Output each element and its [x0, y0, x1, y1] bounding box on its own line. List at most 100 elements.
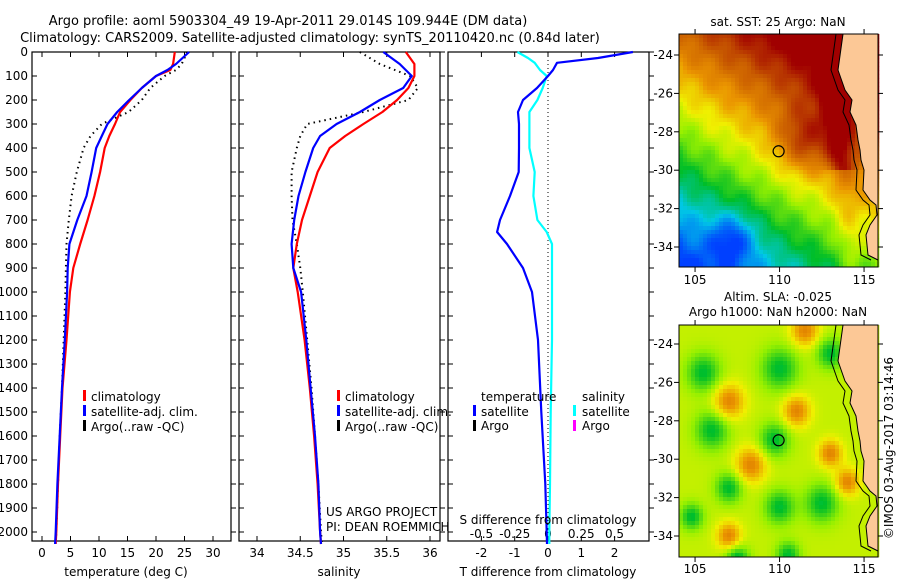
- map-cell: [723, 98, 728, 103]
- map-cell: [727, 50, 732, 55]
- map-cell: [795, 357, 800, 362]
- map-cell: [695, 413, 700, 418]
- x2-tick-label: -0.25: [499, 527, 530, 541]
- map-cell: [871, 262, 876, 267]
- map-cell: [719, 158, 724, 163]
- map-cell: [795, 262, 800, 267]
- map-cell: [723, 461, 728, 466]
- map-cell: [779, 178, 784, 183]
- map-cell: [791, 349, 796, 354]
- map-cell: [739, 158, 744, 163]
- map-cell: [795, 258, 800, 263]
- map-cell: [843, 254, 848, 259]
- map-cell: [759, 222, 764, 227]
- map-cell: [783, 369, 788, 374]
- legend-swatch-climatology: [83, 390, 86, 401]
- map-cell: [755, 218, 760, 223]
- map-cell: [747, 98, 752, 103]
- map-cell: [679, 381, 684, 386]
- map-cell: [731, 222, 736, 227]
- map-cell: [747, 333, 752, 338]
- map-cell: [779, 190, 784, 195]
- map-cell: [727, 361, 732, 366]
- sdiff-xlabel: S difference from climatology: [460, 513, 637, 527]
- map-cell: [751, 333, 756, 338]
- map-cell: [835, 114, 840, 119]
- map-cell: [839, 122, 844, 127]
- map-cell: [687, 389, 692, 394]
- map-cell: [743, 349, 748, 354]
- map-cell: [727, 357, 732, 362]
- map-cell: [847, 102, 852, 107]
- map-cell: [859, 242, 864, 247]
- map-cell: [759, 373, 764, 378]
- map-cell: [695, 66, 700, 71]
- map-cell: [831, 142, 836, 147]
- map-cell: [707, 389, 712, 394]
- map-cell: [723, 457, 728, 462]
- map-cell: [755, 433, 760, 438]
- map-cell: [679, 425, 684, 430]
- map-cell: [763, 230, 768, 235]
- map-cell: [739, 421, 744, 426]
- map-cell: [699, 357, 704, 362]
- map-cell: [763, 218, 768, 223]
- map-cell: [787, 445, 792, 450]
- x-tick-label: 1: [577, 546, 585, 560]
- map-cell: [831, 150, 836, 155]
- map-cell: [803, 134, 808, 139]
- map-cell: [695, 210, 700, 215]
- map-cell: [771, 86, 776, 91]
- map-cell: [687, 210, 692, 215]
- map-cell: [815, 449, 820, 454]
- map-cell: [815, 174, 820, 179]
- map-cell: [703, 449, 708, 454]
- map-cell: [751, 373, 756, 378]
- map-cell: [691, 222, 696, 227]
- map-cell: [715, 114, 720, 119]
- map-cell: [715, 202, 720, 207]
- map-cell: [811, 413, 816, 418]
- map-cell: [855, 453, 860, 458]
- map-cell: [719, 417, 724, 422]
- map-cell: [747, 138, 752, 143]
- map-cell: [699, 457, 704, 462]
- map-cell: [823, 162, 828, 167]
- map-cell: [679, 357, 684, 362]
- map-cell: [835, 333, 840, 338]
- map-cell: [723, 365, 728, 370]
- map-cell: [863, 206, 868, 211]
- map-cell: [771, 210, 776, 215]
- map-cell: [695, 82, 700, 87]
- map-cell: [851, 226, 856, 231]
- map-cell: [871, 206, 876, 211]
- map-cell: [683, 58, 688, 63]
- map-cell: [775, 174, 780, 179]
- map-cell: [691, 42, 696, 47]
- map-cell: [771, 401, 776, 406]
- map-cell: [695, 254, 700, 259]
- map-cell: [683, 345, 688, 350]
- map-cell: [803, 54, 808, 59]
- map-cell: [755, 206, 760, 211]
- map-cell: [719, 118, 724, 123]
- map-cell: [731, 397, 736, 402]
- map-cell: [699, 353, 704, 358]
- map-cell: [779, 262, 784, 267]
- map-cell: [731, 58, 736, 63]
- map-cell: [795, 397, 800, 402]
- map-cell: [803, 441, 808, 446]
- map-cell: [711, 38, 716, 43]
- map-cell: [831, 381, 836, 386]
- map-cell: [711, 461, 716, 466]
- map-cell: [831, 413, 836, 418]
- map-cell: [735, 337, 740, 342]
- map-cell: [715, 230, 720, 235]
- map-cell: [695, 142, 700, 147]
- map-cell: [691, 401, 696, 406]
- map-cell: [795, 254, 800, 259]
- x-tick-label: 30: [205, 546, 220, 560]
- map-cell: [811, 405, 816, 410]
- map-cell: [751, 230, 756, 235]
- map-cell: [803, 46, 808, 51]
